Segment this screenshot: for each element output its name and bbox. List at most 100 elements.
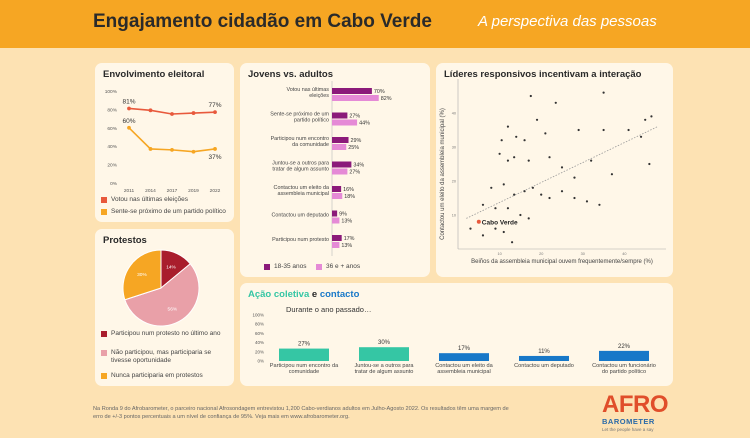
youth-card: Jovens vs. adultos Votou nas últimas elei… (240, 63, 430, 277)
scatter-point (585, 200, 589, 203)
scatter-point (540, 193, 543, 196)
scatter-point (648, 162, 651, 166)
bar (332, 168, 348, 175)
scatter-point (502, 183, 505, 186)
bar-value-label: 25% (348, 145, 359, 151)
trend-line (466, 126, 658, 219)
data-point (213, 147, 217, 151)
data-label: 81% (122, 98, 135, 105)
category-label: Contactou um eleito da assembleia municip… (435, 363, 493, 375)
bar (332, 235, 342, 241)
y-tick-label: 30 (452, 146, 456, 150)
y-tick-label: 60% (255, 331, 264, 336)
y-tick-label: 80% (107, 107, 117, 113)
data-point (170, 147, 174, 152)
data-point (170, 112, 174, 116)
bar (332, 217, 340, 224)
scatter-point (610, 173, 614, 176)
x-tick-label: 30 (581, 252, 585, 256)
data-label: 77% (208, 102, 221, 109)
protests-card: Protestos 14% 56% 30% Participou num prote… (95, 229, 234, 386)
data-label: 37% (208, 154, 221, 161)
scatter-point (554, 101, 557, 104)
scatter-point (515, 135, 518, 138)
bar (279, 348, 329, 361)
page-subtitle: A perspectiva das pessoas (478, 13, 657, 30)
scatter-point (481, 234, 485, 237)
data-label: 60% (122, 118, 135, 125)
bar (332, 186, 342, 192)
legend-swatch (316, 264, 322, 270)
y-tick-label: 60% (107, 126, 117, 132)
x-axis-title: Beiños da assembleia municipal ouvem fre… (471, 259, 653, 265)
data-point (148, 147, 153, 151)
legend-label: Nunca participaria em protestos (111, 372, 203, 379)
scatter-point (523, 190, 526, 193)
scatter-point (510, 241, 514, 244)
electoral-legend-2: Sente-se próximo de um partido político (101, 208, 233, 216)
protests-pie-chart: 14% 56% 30% (122, 249, 200, 327)
scatter-point (506, 125, 510, 128)
bar (599, 350, 649, 361)
scatter-point (529, 94, 532, 98)
scatter-point (548, 196, 551, 200)
legend-swatch (101, 373, 107, 379)
y-tick-label: 100% (252, 313, 264, 318)
bar-value-label: 27% (298, 342, 311, 348)
bar (519, 355, 569, 361)
scatter-point (502, 230, 505, 234)
bar-value-label: 16% (343, 187, 354, 193)
bar (332, 88, 372, 94)
legend-label: Participou num protesto no último ano (111, 330, 221, 337)
youth-bar-chart: Votou nas últimas eleições 70%82% Sente-se … (270, 81, 392, 256)
data-point (191, 111, 196, 115)
x-tick-label: 40 (622, 252, 626, 256)
scatter-point (590, 159, 593, 162)
bar (332, 137, 349, 143)
bar-value-label: 27% (349, 170, 360, 176)
bar (332, 242, 340, 248)
scatter-point (506, 207, 510, 210)
bar-value-label: 22% (618, 344, 631, 350)
slice-label: 30% (137, 272, 147, 278)
scatter-point (494, 227, 497, 230)
y-tick-label: 0% (257, 359, 264, 364)
scatter-point (519, 213, 522, 217)
electoral-title: Envolvimento eleitoral (103, 69, 205, 80)
data-point (127, 125, 131, 130)
bar-value-label: 11% (538, 349, 550, 355)
legend-swatch (101, 350, 107, 356)
x-tick-label: 2014 (145, 188, 156, 194)
scatter-point (602, 91, 605, 94)
legend-label: 36 e + anos (326, 263, 361, 270)
scatter-point (560, 166, 564, 169)
scatter-point (573, 176, 576, 179)
category-label: Juntou-se a outros para tratar de algum a… (272, 160, 329, 172)
scatter-point (481, 203, 485, 206)
electoral-legend-1: Votou nas últimas eleições (101, 196, 231, 204)
bar (332, 144, 347, 150)
y-tick-label: 20% (107, 163, 117, 169)
scatter-point (469, 227, 472, 230)
scatter-point (602, 128, 605, 132)
bar (332, 119, 358, 126)
collective-bar-chart: 0% 20% 40% 60% 80% 100% 27% Participou num enco… (252, 313, 655, 376)
scatter-point (544, 132, 547, 135)
youth-title: Jovens vs. adultos (248, 69, 334, 80)
bar-value-label: 17% (458, 346, 471, 352)
data-point (213, 110, 217, 115)
electoral-line-chart: 0% 20% 40% 60% 80% 100% 2011 2014 2017 2019 2022 81… (105, 89, 222, 194)
bar-value-label: 9% (339, 212, 347, 218)
legend-swatch (264, 264, 270, 270)
page-header: Engajamento cidadão em Cabo Verde A pers… (0, 0, 750, 48)
scatter-point (513, 156, 516, 159)
leaders-card: Líderes responsivos incentivam a interaç… (436, 63, 673, 277)
y-tick-label: 10 (452, 214, 456, 218)
y-tick-label: 0% (110, 181, 118, 187)
page-title: Engajamento cidadão em Cabo Verde (93, 11, 432, 32)
scatter-point (598, 203, 601, 206)
collective-title: Ação coletiva e contacto (248, 289, 359, 300)
leaders-scatter-chart: 10 20 30 40 10 20 30 40 Cabo Verde Beiños da asse… (440, 79, 666, 265)
data-point (127, 106, 131, 111)
collective-title-and: e (309, 289, 320, 300)
